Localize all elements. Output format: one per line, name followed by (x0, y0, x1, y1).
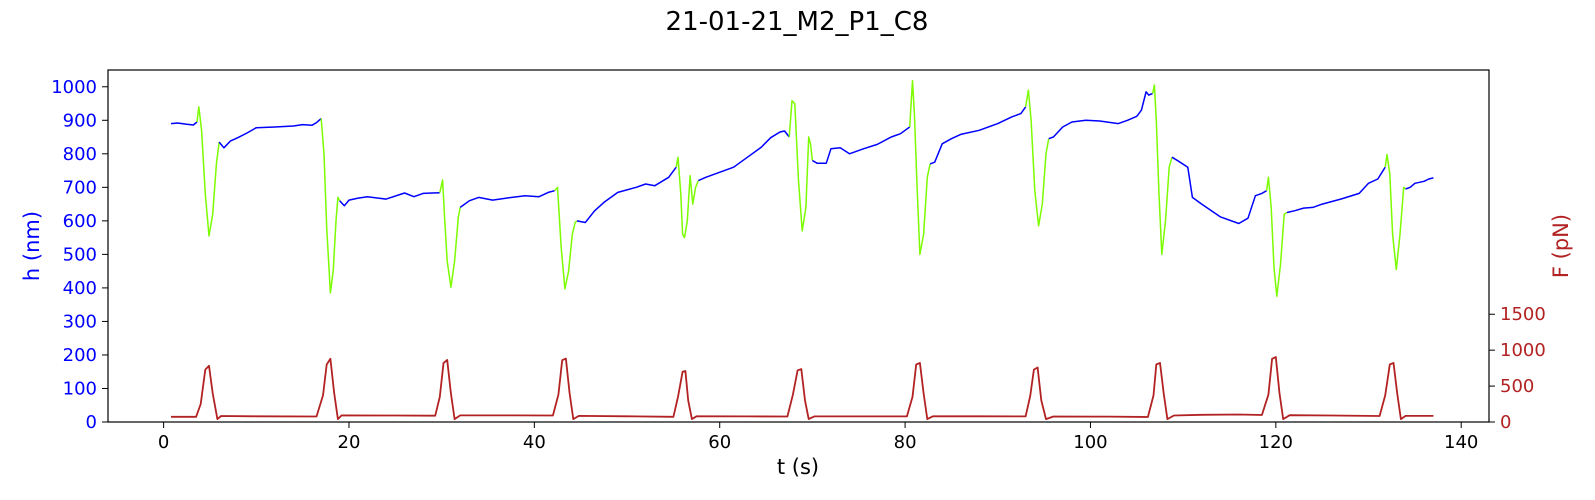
height-pulse-segment-19 (1265, 176, 1288, 298)
x-tick-label: 140 (1444, 432, 1478, 453)
height-pulse-segment-1 (196, 106, 220, 237)
height-pulse-segment-15 (1024, 89, 1050, 227)
x-tick-label: 60 (708, 432, 731, 453)
height-segment-16 (1048, 91, 1153, 140)
height-segment-18 (1171, 156, 1267, 225)
height-segment-4 (339, 191, 440, 207)
height-pulse-segment-11 (788, 100, 814, 232)
x-axis-label: t (s) (777, 455, 819, 479)
height-pulse-segment-3 (320, 118, 341, 294)
height-segment-0 (170, 121, 198, 126)
x-tick-label: 0 (158, 432, 169, 453)
left-y-tick-label: 0 (86, 412, 97, 433)
right-y-tick-label: 1500 (1500, 304, 1546, 325)
right-y-tick-label: 0 (1500, 412, 1511, 433)
height-pulse-segment-7 (554, 186, 578, 290)
left-y-tick-label: 300 (63, 311, 97, 332)
height-segment-6 (459, 189, 555, 209)
force-line-23 (171, 356, 1434, 421)
height-pulse-segment-13 (908, 79, 931, 256)
x-tick-label: 80 (894, 432, 917, 453)
chart-title: 21-01-21_M2_P1_C8 (666, 7, 929, 37)
height-pulse-segment-5 (439, 179, 461, 288)
height-segment-12 (812, 126, 911, 164)
x-tick-label: 120 (1259, 432, 1293, 453)
height-segment-2 (218, 118, 322, 149)
height-pulse-segment-21 (1384, 153, 1407, 271)
x-tick-label: 20 (338, 432, 361, 453)
left-y-tick-label: 700 (63, 177, 97, 198)
plot-lines (170, 79, 1434, 421)
right-y-axis: 0 500 1000 1500 (1489, 304, 1546, 433)
height-segment-20 (1286, 166, 1386, 214)
x-axis: 0 20 40 60 80 100 120 140 (158, 422, 1478, 453)
left-y-tick-label: 800 (63, 144, 97, 165)
plot-frame (107, 69, 1490, 423)
left-y-tick-label: 200 (63, 345, 97, 366)
right-y-axis-label: F (pN) (1549, 214, 1573, 278)
height-segment-14 (929, 106, 1027, 165)
left-y-axis: 0 100 200 300 400 500 600 700 800 900 1000 (51, 77, 108, 433)
left-y-tick-label: 400 (63, 278, 97, 299)
height-segment-10 (698, 130, 790, 182)
right-y-tick-label: 1000 (1500, 340, 1546, 361)
left-y-tick-label: 600 (63, 211, 97, 232)
height-segment-8 (576, 166, 677, 224)
height-pulse-segment-17 (1151, 84, 1173, 256)
right-y-tick-label: 500 (1500, 376, 1534, 397)
left-y-axis-label: h (nm) (20, 211, 44, 281)
left-y-tick-label: 500 (63, 244, 97, 265)
left-y-tick-label: 100 (63, 378, 97, 399)
x-tick-label: 40 (523, 432, 546, 453)
left-y-tick-label: 1000 (51, 77, 97, 98)
height-pulse-segment-9 (675, 156, 700, 239)
height-segment-22 (1405, 177, 1434, 190)
x-tick-label: 100 (1073, 432, 1107, 453)
left-y-tick-label: 900 (63, 110, 97, 131)
